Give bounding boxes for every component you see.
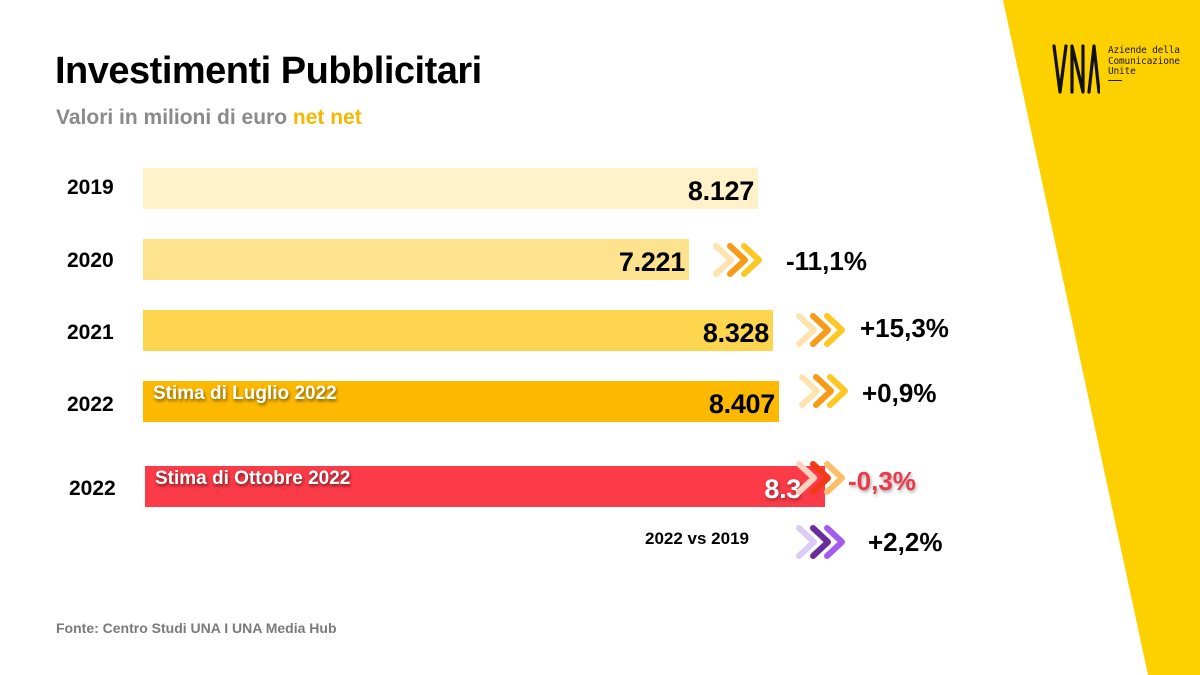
bar-value-label: 8.127: [687, 176, 754, 206]
bar: Stima di Luglio 2022 8.407: [143, 381, 779, 422]
subtitle-text: Valori in milioni di euro: [56, 106, 293, 129]
change-percent: -11,1%: [786, 246, 867, 276]
bar-value-label: 8.328: [702, 318, 769, 348]
red-chevrons-icon: [796, 461, 845, 495]
logo-line-3: Unite: [1108, 66, 1136, 77]
page-title: Investimenti Pubblicitari: [55, 50, 482, 92]
year-label: 2020: [67, 249, 114, 272]
una-logo-mark-icon: [1052, 44, 1100, 94]
chevron-stroke: [796, 461, 817, 495]
chevron-stroke: [824, 525, 845, 559]
year-label: 2021: [67, 321, 114, 344]
change-percent: -0,3%: [848, 466, 916, 496]
subtitle-accent: net net: [292, 106, 362, 129]
chevron-stroke: [727, 243, 748, 277]
bar: 8.328: [143, 310, 773, 351]
year-label: 2022: [67, 393, 114, 416]
una-logo: Aziende della Comunicazione Unite: [1052, 44, 1180, 96]
yellow-chevrons-icon: [799, 374, 848, 408]
purple-chevrons-icon: [796, 525, 845, 559]
bar: 7.221: [143, 239, 689, 280]
chevron-stroke: [813, 374, 834, 408]
logo-underline: [1108, 79, 1122, 81]
bar-value-label: 7.221: [618, 247, 685, 277]
chevron-stroke: [799, 374, 820, 408]
yellow-chevrons-icon: [796, 313, 845, 347]
logo-line-2: Comunicazione: [1108, 55, 1180, 67]
bar: 8.127: [143, 168, 758, 209]
change-percent: +0,9%: [862, 378, 937, 408]
bar-value-label: 8.407: [708, 389, 775, 419]
chevron-stroke: [810, 313, 831, 347]
change-percent: +15,3%: [860, 313, 949, 343]
yellow-chevrons-icon: [713, 243, 762, 277]
bar-note: Stima di Ottobre 2022: [155, 468, 351, 489]
comparison-change: +2,2%: [868, 527, 943, 557]
comparison-label: 2022 vs 2019: [645, 529, 749, 548]
una-logo-text: Aziende della Comunicazione Unite: [1108, 45, 1180, 81]
chevron-stroke: [824, 313, 845, 347]
bar-note: Stima di Luglio 2022: [153, 383, 337, 404]
chevron-stroke: [827, 374, 848, 408]
chevron-stroke: [796, 525, 817, 559]
chevron-stroke: [713, 243, 734, 277]
chevron-stroke: [741, 243, 762, 277]
page-subtitle: Valori in milioni di euro net net: [56, 106, 362, 130]
chevron-stroke: [796, 313, 817, 347]
chevron-stroke: [810, 525, 831, 559]
chevron-stroke: [810, 461, 831, 495]
source-note: Fonte: Centro Studi UNA I UNA Media Hub: [56, 620, 337, 636]
year-label: 2022: [69, 477, 116, 500]
bar-value-label: 8.3: [764, 474, 801, 504]
chevron-stroke: [824, 461, 845, 495]
logo-line-1: Aziende della: [1108, 45, 1180, 56]
year-label: 2019: [67, 176, 114, 199]
bar: Stima di Ottobre 2022 8.3: [145, 466, 825, 507]
